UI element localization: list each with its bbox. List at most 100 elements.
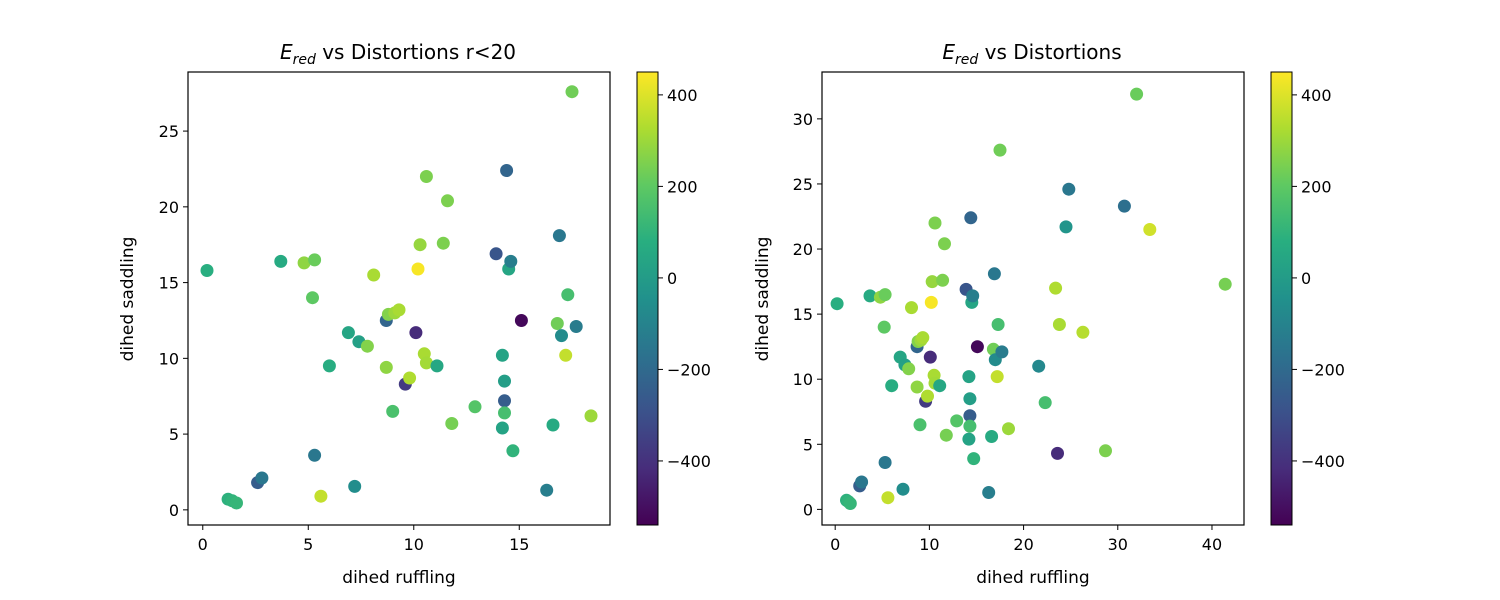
data-point — [584, 409, 598, 423]
data-points — [830, 87, 1232, 510]
data-point — [419, 170, 433, 183]
data-point — [1051, 446, 1064, 460]
y-tick-label: 10 — [793, 370, 813, 389]
data-point — [1218, 277, 1232, 291]
x-tick-label: 20 — [1013, 535, 1033, 554]
data-point — [495, 348, 509, 362]
data-point — [963, 392, 977, 406]
colorbar-tick-label: −400 — [1301, 452, 1345, 471]
data-point — [923, 350, 937, 364]
colorbar-ticks: −400 −200 0 200 400 — [658, 86, 711, 471]
scatter-plot-right: Ered vs Distortions 0 10 20 30 40 0 5 10 15 20 25… — [753, 40, 1345, 588]
data-point — [964, 211, 978, 225]
data-point — [367, 268, 381, 282]
data-point — [322, 359, 336, 373]
data-point — [962, 370, 976, 384]
y-tick-label: 0 — [169, 501, 179, 520]
plot-frame — [187, 71, 611, 526]
data-point — [498, 374, 511, 388]
data-point — [489, 247, 503, 261]
data-point — [403, 371, 417, 385]
data-point — [468, 400, 482, 414]
data-point — [1130, 87, 1144, 101]
data-point — [230, 496, 243, 510]
y-axis-label: dihed saddling — [753, 237, 773, 362]
data-point — [348, 479, 362, 493]
data-point — [905, 301, 918, 315]
data-point — [392, 303, 406, 317]
x-axis-ticks: 0 10 20 30 40 — [830, 525, 1222, 554]
x-axis-label: dihed ruffling — [976, 568, 1089, 588]
data-point — [314, 489, 328, 503]
y-axis-ticks: 0 5 10 15 20 25 30 — [793, 110, 822, 519]
data-point — [498, 394, 511, 408]
colorbar-tick-label: −200 — [1301, 360, 1345, 379]
data-point — [506, 444, 520, 458]
data-point — [910, 380, 924, 394]
data-point — [830, 297, 844, 311]
data-point — [504, 254, 518, 268]
x-tick-label: 15 — [509, 535, 529, 554]
colorbar-tick-label: −400 — [667, 452, 711, 471]
data-point — [274, 254, 288, 268]
data-point — [411, 262, 425, 276]
plot-frame — [821, 71, 1245, 526]
data-point — [933, 379, 947, 393]
data-point — [963, 419, 977, 433]
y-tick-label: 15 — [159, 274, 179, 293]
data-point — [430, 359, 444, 373]
data-point — [1062, 182, 1076, 196]
data-point — [297, 256, 311, 270]
data-point — [341, 326, 355, 340]
data-point — [925, 275, 939, 289]
chart-title: Ered vs Distortions — [942, 40, 1121, 68]
colorbar — [636, 71, 659, 526]
y-tick-label: 0 — [803, 500, 813, 519]
data-point — [885, 379, 899, 393]
colorbar-tick-label: −200 — [667, 360, 711, 379]
data-point — [995, 345, 1009, 359]
scatter-plot-left: Ered vs Distortions r<20 0 5 10 15 0 5 10 15 20… — [118, 40, 711, 588]
data-point — [495, 421, 509, 435]
data-point — [993, 143, 1007, 157]
data-point — [514, 314, 528, 327]
data-point — [1117, 199, 1131, 213]
y-tick-label: 25 — [159, 122, 179, 141]
y-tick-label: 20 — [159, 198, 179, 217]
x-tick-label: 5 — [303, 535, 313, 554]
data-point — [360, 339, 374, 353]
data-point — [1052, 318, 1066, 331]
data-point — [445, 417, 459, 430]
data-point — [878, 456, 892, 469]
data-point — [255, 471, 269, 485]
y-tick-label: 5 — [169, 425, 179, 444]
data-point — [1049, 281, 1063, 295]
data-point — [1143, 223, 1157, 236]
data-point — [936, 273, 950, 287]
colorbar-ticks: −400 −200 0 200 400 — [1292, 86, 1345, 471]
data-point — [436, 236, 450, 250]
data-point — [1002, 422, 1015, 436]
data-point — [962, 432, 976, 446]
x-axis-label: dihed ruffling — [342, 568, 455, 588]
data-point — [308, 448, 322, 462]
x-tick-label: 40 — [1202, 535, 1222, 554]
data-point — [939, 428, 953, 442]
colorbar-tick-label: 400 — [667, 86, 698, 105]
data-point — [200, 264, 214, 277]
x-tick-label: 30 — [1108, 535, 1128, 554]
y-tick-label: 20 — [793, 240, 813, 259]
y-tick-label: 30 — [793, 110, 813, 129]
data-point — [546, 418, 560, 432]
data-point — [913, 418, 927, 432]
colorbar-tick-label: 0 — [667, 269, 677, 288]
data-point — [916, 331, 930, 345]
data-point — [1032, 359, 1046, 373]
data-point — [386, 404, 400, 418]
data-point — [938, 237, 951, 251]
data-point — [1038, 396, 1052, 410]
x-tick-label: 10 — [404, 535, 424, 554]
colorbar — [1270, 71, 1293, 526]
data-point — [379, 360, 393, 374]
